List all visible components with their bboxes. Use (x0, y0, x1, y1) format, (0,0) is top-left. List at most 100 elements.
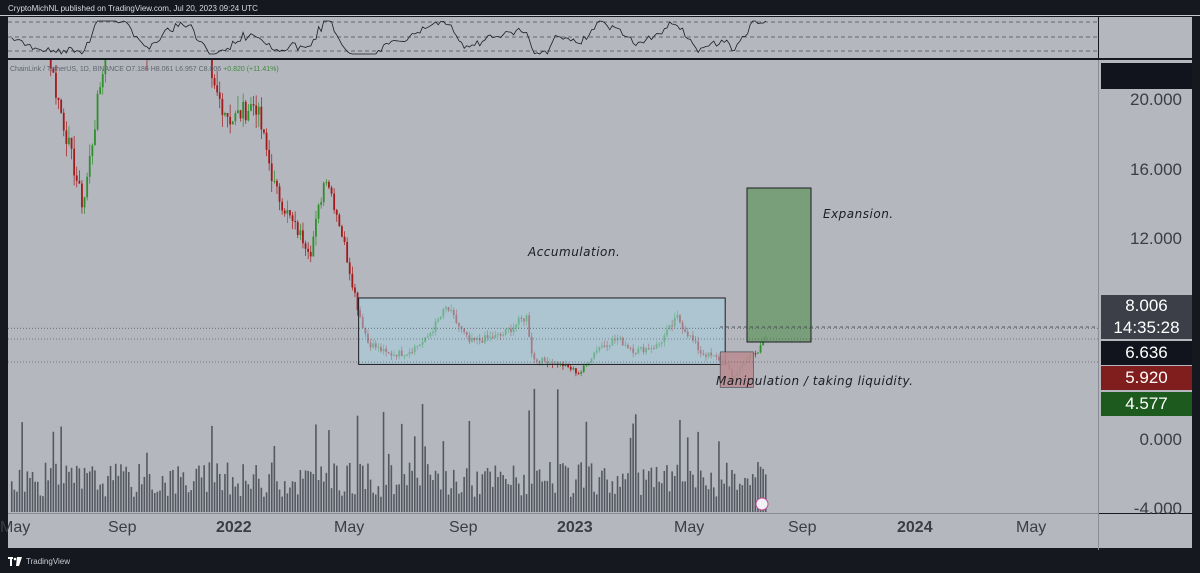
volume-bar (296, 494, 299, 512)
accumulation-annotation: Accumulation. (528, 245, 621, 259)
candle-body (213, 78, 216, 86)
volume-bar (234, 486, 237, 512)
volume-bar (473, 496, 476, 512)
volume-bar (333, 463, 335, 512)
volume-bar (127, 472, 130, 512)
volume-bar (559, 464, 562, 512)
volume-bar (395, 484, 398, 512)
volume-bar (624, 479, 627, 512)
top-right-box (1101, 63, 1192, 89)
volume-bar (442, 441, 445, 512)
volume-bar (642, 469, 645, 512)
volume-bar (413, 436, 416, 512)
scale-divider (1098, 60, 1099, 550)
candle-body (88, 156, 91, 177)
legend-ohlc: O7.186 H8.061 L6.957 C8.006 (125, 66, 222, 73)
event-marker-icon (755, 497, 769, 511)
volume-bar (359, 463, 361, 512)
candle-body (278, 186, 281, 202)
candle-body (68, 137, 70, 144)
volume-bar (265, 492, 268, 512)
volume-bar (31, 472, 34, 512)
manipulation-annotation: Manipulation / taking liquidity. (716, 374, 914, 388)
candle-body (101, 74, 104, 88)
volume-bar (101, 483, 104, 512)
candle-body (343, 236, 346, 243)
volume-bar (385, 484, 387, 512)
price-tick-12: 12.000 (1130, 229, 1182, 248)
price-tick-20: 20.000 (1130, 90, 1182, 109)
expansion-annotation: Expansion. (823, 207, 894, 221)
candle-body (273, 180, 276, 182)
volume-bar (424, 446, 426, 512)
volume-bar (715, 496, 718, 512)
current-price-tag: 8.006 (1101, 295, 1192, 317)
volume-bar (504, 478, 507, 512)
volume-bar (741, 485, 744, 512)
volume-bar (260, 487, 263, 512)
volume-bar (361, 465, 364, 512)
volume-bar (135, 491, 138, 512)
candle-body (348, 262, 351, 274)
volume-bar (707, 489, 710, 512)
volume-bar (221, 490, 224, 512)
time-tick-2024: 2024 (897, 519, 933, 536)
volume-bar (533, 388, 536, 512)
volume-bar (484, 471, 486, 512)
volume-bar (94, 470, 96, 512)
volume-bar (406, 485, 408, 512)
candle-body (341, 226, 343, 237)
volume-bar (229, 494, 231, 512)
volume-bar (445, 471, 447, 512)
candle-body (335, 209, 338, 215)
volume-bar (692, 474, 694, 512)
volume-bar (148, 474, 151, 512)
volume-bar (29, 477, 31, 512)
volume-bar (140, 484, 143, 512)
volume-bar (335, 465, 338, 512)
volume-bar (491, 486, 494, 512)
volume-bar (52, 431, 55, 512)
volume-bar (320, 466, 322, 512)
volume-bar (263, 496, 265, 512)
volume-bar (718, 441, 720, 512)
volume-bar (668, 491, 671, 512)
candle-body (294, 221, 297, 223)
volume-bar (138, 464, 140, 512)
volume-bar (382, 411, 385, 512)
volume-bar (250, 488, 252, 512)
volume-bar (315, 424, 317, 512)
volume-bar (75, 465, 78, 512)
candle-body (302, 230, 304, 244)
candle-body (73, 148, 76, 176)
candle-body (330, 187, 333, 194)
volume-bar (309, 471, 312, 512)
volume-bar (244, 480, 247, 512)
volume-bar (356, 415, 359, 512)
volume-bar (629, 437, 632, 512)
volume-bar (185, 485, 187, 512)
volume-bar (582, 487, 585, 512)
volume-bar (590, 463, 593, 512)
volume-bar (689, 470, 692, 512)
volume-bar (611, 481, 614, 512)
volume-bar (699, 470, 702, 512)
volume-bar (733, 473, 736, 512)
volume-bar (614, 493, 616, 512)
volume-bar (13, 489, 16, 512)
volume-bar (601, 470, 603, 512)
volume-bar (757, 462, 759, 512)
volume-bar (278, 489, 281, 512)
candle-body (60, 99, 63, 113)
volume-bar (429, 474, 432, 512)
volume-bar (169, 471, 172, 512)
volume-bar (465, 468, 468, 512)
volume-bar (104, 496, 107, 512)
volume-bar (21, 422, 23, 512)
volume-bar (304, 470, 307, 512)
volume-bar (198, 465, 200, 512)
volume-bar (237, 483, 239, 512)
volume-bar (26, 471, 29, 512)
volume-bar (710, 472, 712, 512)
expansion-zone (746, 187, 812, 343)
